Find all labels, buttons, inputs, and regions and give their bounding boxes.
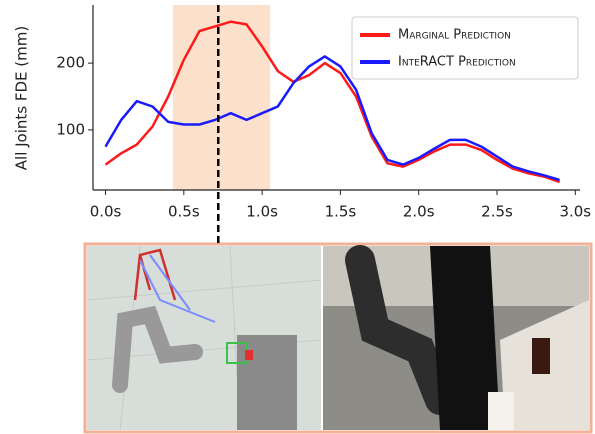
x-tick-label: 0.5s xyxy=(168,203,200,221)
y-axis-label: All Joints FDE (mm) xyxy=(13,26,31,170)
y-tick-label: 200 xyxy=(56,54,85,72)
figure: All Joints FDE (mm) 100 200 0.0s 0.5s 1.0s 1.… xyxy=(0,0,595,434)
highlight-span xyxy=(173,5,270,190)
real-jar xyxy=(532,338,550,374)
x-tick-label: 3.0s xyxy=(559,203,591,221)
real-bottle xyxy=(488,392,514,430)
legend-label: InteRACT Prediction xyxy=(398,55,516,70)
x-tick-label: 0.0s xyxy=(90,203,122,221)
x-tick-label: 1.5s xyxy=(325,203,357,221)
plot-area: 100 200 0.0s 0.5s 1.0s 1.5s 2.0s 2.5s 3.0s Margin… xyxy=(56,5,591,246)
x-tick-label: 1.0s xyxy=(246,203,278,221)
y-tick-label: 100 xyxy=(56,120,85,138)
legend-box xyxy=(352,17,578,79)
image-panel xyxy=(85,244,591,432)
legend-label: Marginal Prediction xyxy=(398,28,511,43)
background-layer xyxy=(173,5,270,190)
x-tick-label: 2.0s xyxy=(403,203,435,221)
x-tick-label: 2.5s xyxy=(481,203,513,221)
sim-object xyxy=(245,350,253,360)
